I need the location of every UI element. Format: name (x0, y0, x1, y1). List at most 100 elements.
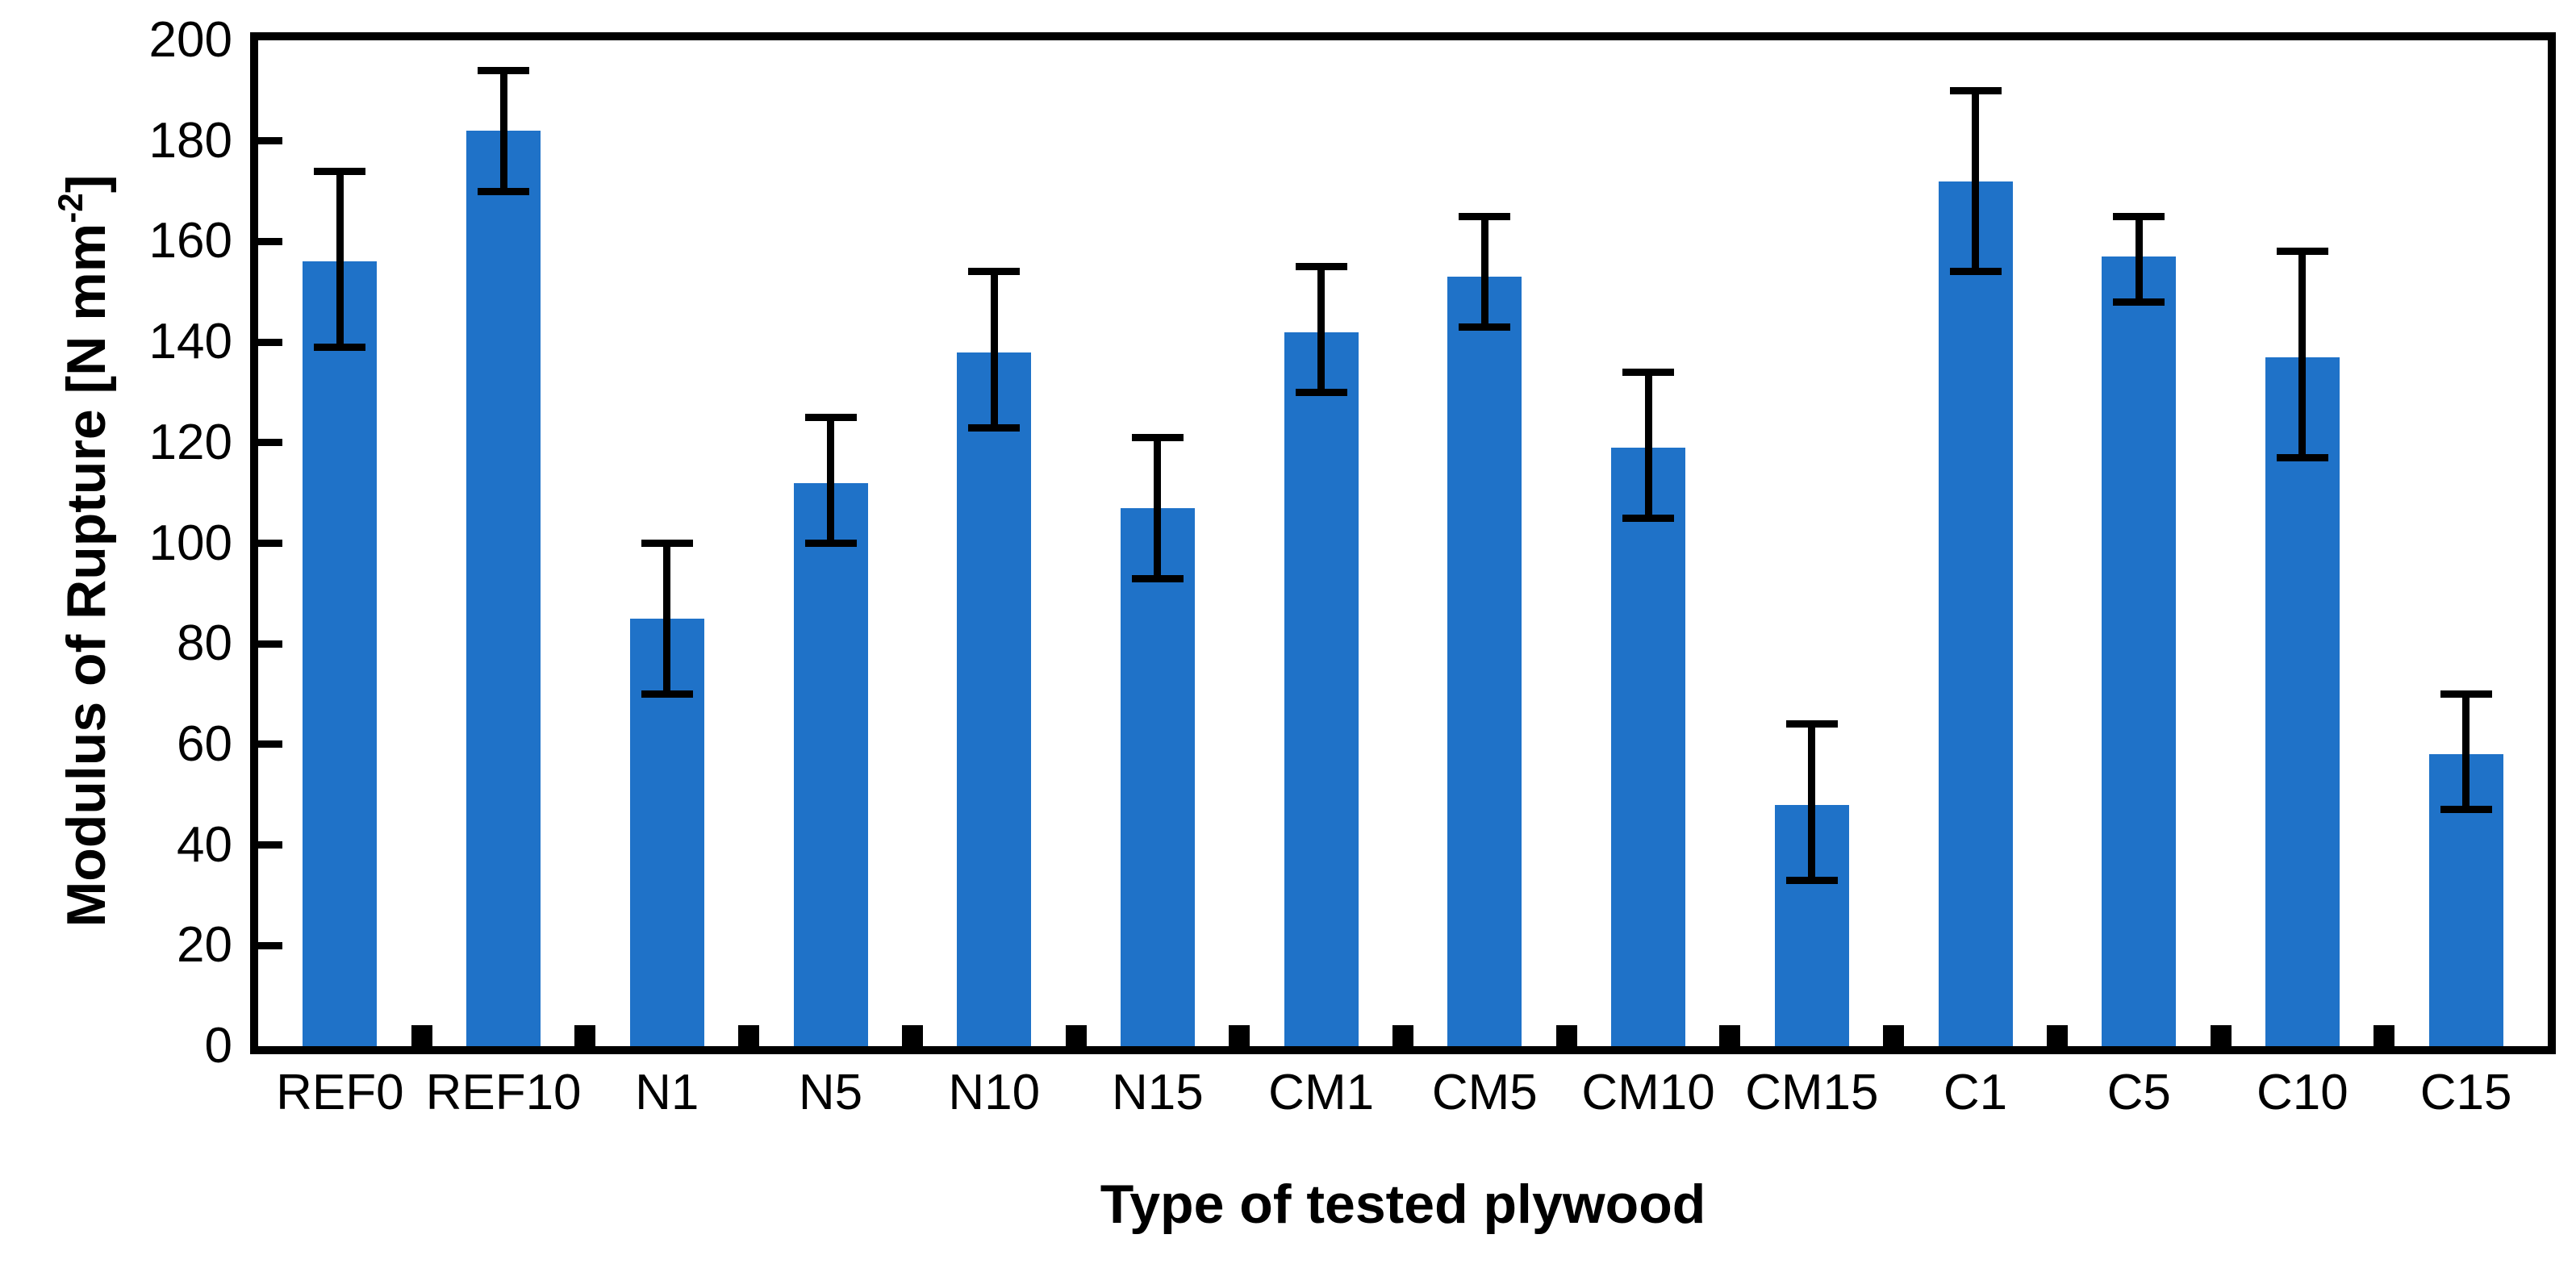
x-tick-label-CM15: CM15 (1745, 1065, 1879, 1120)
error-bar-N10 (990, 271, 998, 428)
bar-CM10 (1611, 448, 1686, 1046)
error-bar-cap-top-CM5 (1459, 212, 1511, 220)
error-bar-cap-top-CM10 (1622, 369, 1675, 376)
error-bar-cap-top-C15 (2440, 690, 2492, 699)
y-tick-label-160: 160 (148, 213, 232, 269)
error-bar-cap-top-CM15 (1785, 720, 1838, 728)
error-bar-cap-bottom-CM5 (1459, 323, 1511, 331)
bar-N15 (1120, 507, 1195, 1046)
error-bar-cap-top-C10 (2276, 248, 2328, 256)
x-tick-label-N15: N15 (1112, 1065, 1204, 1120)
y-tick-mark-120 (258, 439, 282, 447)
error-bar-cap-top-N1 (641, 540, 693, 547)
x-axis-title: Type of tested plywood (1100, 1174, 1706, 1235)
y-axis-title-suffix: ] (56, 174, 117, 194)
x-tick-label-CM5: CM5 (1431, 1065, 1538, 1120)
x-tick-mark-10 (1883, 1025, 1905, 1046)
y-tick-label-40: 40 (177, 816, 232, 873)
y-tick-mark-80 (258, 640, 282, 648)
bar-C5 (2102, 256, 2177, 1046)
error-bar-REF10 (499, 70, 507, 192)
x-tick-mark-4 (901, 1025, 923, 1046)
x-tick-mark-9 (1719, 1025, 1741, 1046)
error-bar-cap-bottom-N5 (804, 540, 857, 547)
error-bar-cap-bottom-N10 (968, 423, 1021, 432)
x-tick-mark-5 (1065, 1025, 1087, 1046)
error-bar-cap-top-C5 (2113, 212, 2165, 220)
error-bar-cap-bottom-N1 (641, 690, 693, 699)
bar-REF10 (466, 131, 541, 1046)
y-tick-mark-180 (258, 137, 282, 145)
error-bar-cap-bottom-C1 (1949, 268, 2002, 276)
bar-CM1 (1284, 332, 1359, 1046)
y-tick-mark-160 (258, 237, 282, 245)
x-tick-mark-2 (574, 1025, 596, 1046)
y-tick-mark-100 (258, 540, 282, 547)
y-tick-label-60: 60 (177, 715, 232, 772)
error-bar-cap-bottom-CM1 (1295, 388, 1347, 396)
bar-CM5 (1447, 277, 1522, 1046)
x-tick-label-C15: C15 (2419, 1065, 2512, 1120)
error-bar-N5 (827, 417, 834, 544)
error-bar-CM10 (1644, 372, 1652, 519)
y-tick-mark-60 (258, 740, 282, 749)
bar-N5 (793, 482, 868, 1046)
y-tick-mark-140 (258, 338, 282, 346)
bar-REF0 (303, 261, 378, 1046)
bar-C1 (1938, 181, 2013, 1046)
y-tick-label-20: 20 (177, 917, 232, 974)
error-bar-cap-bottom-C10 (2276, 454, 2328, 461)
x-tick-label-C1: C1 (1943, 1065, 2008, 1120)
error-bar-C15 (2462, 694, 2470, 810)
x-tick-label-C5: C5 (2106, 1065, 2171, 1120)
error-bar-cap-bottom-CM15 (1785, 876, 1838, 884)
y-tick-label-80: 80 (177, 615, 232, 672)
error-bar-REF0 (336, 171, 344, 348)
error-bar-cap-top-N15 (1131, 434, 1184, 442)
error-bar-cap-bottom-C5 (2113, 298, 2165, 306)
error-bar-C5 (2135, 216, 2143, 302)
x-tick-label-REF0: REF0 (276, 1065, 404, 1120)
x-tick-label-REF10: REF10 (425, 1065, 582, 1120)
x-tick-mark-13 (2374, 1025, 2395, 1046)
x-tick-label-CM1: CM1 (1268, 1065, 1375, 1120)
x-tick-label-N5: N5 (798, 1065, 863, 1120)
x-tick-mark-7 (1392, 1025, 1413, 1046)
error-bar-cap-bottom-CM10 (1622, 514, 1675, 522)
x-tick-mark-8 (1555, 1025, 1577, 1046)
x-tick-label-C10: C10 (2257, 1065, 2348, 1120)
error-bar-cap-bottom-REF0 (314, 343, 366, 351)
error-bar-CM15 (1808, 724, 1816, 881)
error-bar-cap-top-N5 (804, 414, 857, 422)
x-tick-mark-1 (411, 1025, 432, 1046)
error-bar-cap-top-N10 (968, 268, 1021, 276)
error-bar-CM5 (1480, 216, 1488, 327)
x-tick-mark-11 (2046, 1025, 2068, 1046)
error-bar-N15 (1154, 437, 1162, 579)
y-tick-label-200: 200 (148, 12, 232, 68)
error-bar-C1 (1972, 90, 1979, 272)
error-bar-cap-top-REF0 (314, 167, 366, 175)
x-tick-mark-6 (1229, 1025, 1250, 1046)
error-bar-N1 (663, 543, 671, 694)
x-tick-mark-12 (2210, 1025, 2232, 1046)
plot-area (258, 40, 2548, 1046)
error-bar-CM1 (1317, 266, 1326, 393)
x-tick-label-N10: N10 (948, 1065, 1041, 1120)
y-tick-mark-20 (258, 941, 282, 949)
x-tick-label-N1: N1 (635, 1065, 699, 1120)
error-bar-cap-top-REF10 (478, 66, 530, 74)
y-tick-mark-40 (258, 841, 282, 849)
error-bar-cap-bottom-N15 (1131, 574, 1184, 582)
bar-C10 (2265, 357, 2340, 1046)
error-bar-C10 (2298, 251, 2307, 458)
error-bar-cap-bottom-REF10 (478, 187, 530, 195)
error-bar-cap-top-CM1 (1295, 263, 1347, 271)
y-tick-label-120: 120 (148, 414, 232, 470)
y-tick-label-140: 140 (148, 314, 232, 370)
y-tick-label-0: 0 (204, 1018, 232, 1074)
error-bar-cap-bottom-C15 (2440, 806, 2492, 814)
x-tick-label-CM10: CM10 (1581, 1065, 1715, 1120)
y-tick-label-100: 100 (148, 515, 232, 571)
